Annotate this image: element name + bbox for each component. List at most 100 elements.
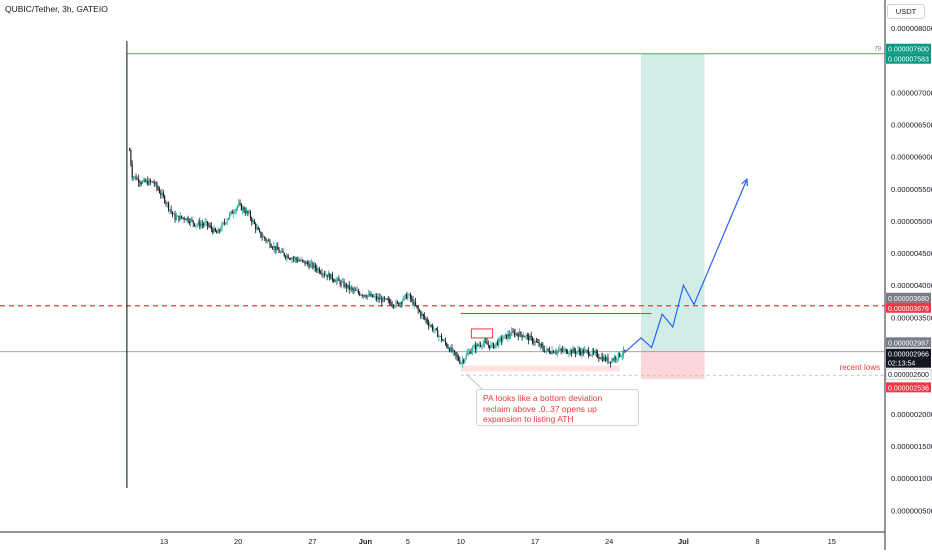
candle-body bbox=[391, 304, 393, 306]
candle-body bbox=[225, 222, 227, 224]
candle-body bbox=[564, 349, 566, 351]
candle-body bbox=[444, 340, 447, 344]
candle-body bbox=[212, 229, 214, 233]
y-tick-label: 0.000002000 bbox=[891, 410, 932, 419]
y-tick-label: 0.000003500 bbox=[891, 313, 932, 322]
candle-body bbox=[129, 150, 131, 151]
candle-body bbox=[275, 246, 278, 251]
candle-body bbox=[623, 349, 625, 355]
candle-body bbox=[288, 258, 291, 260]
projection-arrowhead bbox=[741, 177, 748, 187]
candle-body bbox=[539, 343, 541, 346]
candle-body bbox=[429, 325, 431, 327]
x-tick-label: 13 bbox=[160, 537, 168, 546]
candle-body bbox=[209, 226, 211, 227]
price-tag bbox=[886, 292, 931, 303]
price-tag-label: 0.000002600 bbox=[888, 372, 929, 379]
candle-body bbox=[153, 182, 155, 185]
candle-body bbox=[460, 362, 462, 364]
candle-body bbox=[461, 360, 463, 363]
candle-body bbox=[308, 264, 310, 268]
candle-body bbox=[468, 351, 470, 354]
candle-body bbox=[199, 221, 201, 227]
candle-body bbox=[143, 179, 145, 182]
candle-body bbox=[301, 259, 304, 261]
candle-body bbox=[591, 350, 593, 355]
candle-body bbox=[507, 334, 509, 339]
symbol-title[interactable]: QUBIC/Tether, 3h, GATEIO bbox=[5, 4, 108, 14]
candle-body bbox=[227, 217, 229, 220]
candle-body bbox=[520, 331, 522, 335]
candle-body bbox=[574, 351, 577, 354]
candle-body bbox=[487, 344, 489, 346]
candle-body bbox=[181, 215, 183, 218]
candle-body bbox=[281, 250, 283, 253]
candle-body bbox=[164, 195, 166, 203]
candle-body bbox=[495, 342, 497, 345]
currency-unit-button[interactable]: USDT bbox=[887, 4, 925, 19]
price-tag-label: 0.000002987 bbox=[888, 340, 929, 347]
candle-body bbox=[585, 350, 587, 351]
candle-body bbox=[208, 225, 210, 227]
deviation-box bbox=[470, 328, 494, 339]
candle-body bbox=[331, 274, 333, 280]
candle-body bbox=[213, 228, 215, 233]
candle-body bbox=[197, 221, 200, 225]
candle-body bbox=[398, 302, 400, 306]
analysis-callout[interactable]: PA looks like a bottom deviation reclaim… bbox=[476, 389, 639, 426]
price-tag bbox=[886, 53, 931, 64]
candle-body bbox=[599, 358, 601, 360]
candle-body bbox=[147, 180, 149, 185]
candle-body bbox=[463, 360, 465, 362]
candle-body bbox=[135, 176, 137, 180]
candle-body bbox=[264, 236, 266, 239]
candle-body bbox=[169, 209, 171, 211]
candle-body bbox=[340, 282, 343, 285]
candle-body bbox=[619, 352, 621, 357]
candle-body bbox=[226, 219, 228, 223]
y-tick-label: 0.000006000 bbox=[891, 153, 932, 162]
price-tag-label: 0.000002966 bbox=[888, 352, 929, 359]
candle-body bbox=[329, 273, 331, 280]
candle-body bbox=[247, 210, 249, 214]
candle-body bbox=[572, 348, 574, 354]
candle-body bbox=[477, 344, 479, 346]
candle-body bbox=[405, 294, 408, 299]
candle-body bbox=[186, 217, 188, 220]
candle-body bbox=[464, 358, 466, 362]
candle-body bbox=[279, 252, 281, 253]
candle-body bbox=[508, 334, 510, 336]
candle-body bbox=[366, 295, 369, 298]
candle-body bbox=[521, 334, 523, 338]
candle-body bbox=[269, 241, 271, 247]
candle-body bbox=[200, 224, 202, 227]
candle-body bbox=[131, 164, 133, 178]
candle-body bbox=[260, 231, 262, 237]
candle-body bbox=[346, 284, 348, 289]
candle-body bbox=[220, 229, 222, 231]
candle-body bbox=[481, 345, 483, 347]
candle-body bbox=[304, 260, 306, 265]
candle-body bbox=[337, 278, 339, 281]
candle-body bbox=[327, 273, 330, 277]
callout-pointer bbox=[465, 373, 483, 390]
candle-body bbox=[255, 223, 257, 230]
x-tick-label: Jun bbox=[359, 537, 373, 546]
candle-body bbox=[608, 361, 610, 363]
y-tick-label: 0.000004000 bbox=[891, 281, 932, 290]
candle-body bbox=[168, 202, 170, 210]
candle-body bbox=[309, 263, 311, 268]
y-tick-label: 0.000005500 bbox=[891, 185, 932, 194]
candle-body bbox=[203, 224, 205, 226]
y-tick-label: 0.000000500 bbox=[891, 506, 932, 515]
price-tag-label: 0.000002536 bbox=[888, 385, 929, 392]
candle-body bbox=[142, 181, 144, 184]
candle-body bbox=[584, 350, 586, 354]
candle-body bbox=[425, 318, 427, 320]
candle-body bbox=[320, 272, 322, 274]
candle-body bbox=[155, 182, 157, 185]
candle-body bbox=[174, 213, 176, 220]
candle-body bbox=[600, 356, 603, 359]
